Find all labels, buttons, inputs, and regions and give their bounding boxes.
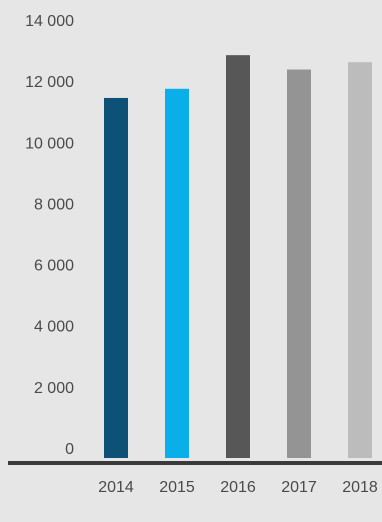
bar-2016 — [226, 55, 250, 459]
y-tick-label: 10 000 — [25, 135, 74, 152]
bar-2014 — [104, 97, 128, 458]
bar-2017 — [287, 69, 311, 459]
y-tick-label: 6 000 — [34, 258, 74, 275]
y-axis: 0 2 000 4 000 6 000 8 000 10 000 12 000 14 000 — [25, 13, 74, 458]
y-tick-label: 12 000 — [25, 74, 74, 91]
y-tick-label: 14 000 — [25, 13, 74, 30]
x-axis: 2014 2015 2016 2017 2018 — [98, 479, 378, 496]
y-tick-label: 8 000 — [34, 196, 74, 213]
bar-2018 — [348, 62, 372, 459]
x-tick-label: 2015 — [159, 479, 195, 496]
x-tick-label: 2017 — [281, 479, 317, 496]
x-tick-label: 2016 — [220, 479, 256, 496]
y-tick-label: 0 — [65, 441, 74, 458]
x-tick-label: 2018 — [342, 479, 378, 496]
y-tick-label: 2 000 — [34, 380, 74, 397]
bars — [104, 55, 372, 459]
y-tick-label: 4 000 — [34, 319, 74, 336]
bar-2015 — [165, 88, 189, 459]
x-tick-label: 2014 — [98, 479, 134, 496]
